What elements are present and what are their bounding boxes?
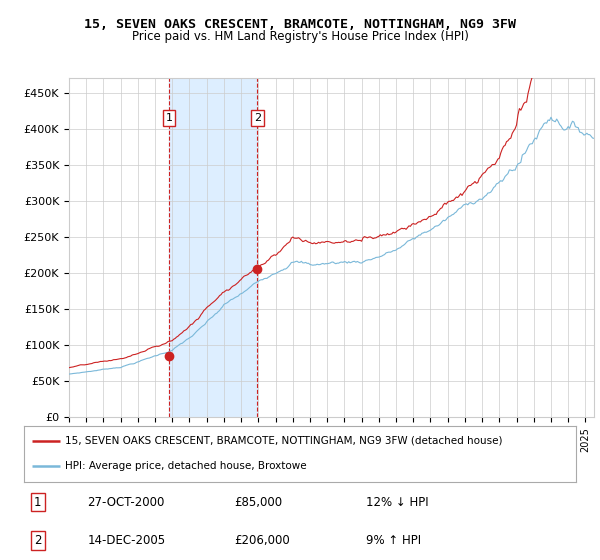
Text: 12% ↓ HPI: 12% ↓ HPI (366, 496, 429, 508)
Text: £206,000: £206,000 (234, 534, 290, 547)
Text: 9% ↑ HPI: 9% ↑ HPI (366, 534, 421, 547)
Text: 14-DEC-2005: 14-DEC-2005 (88, 534, 166, 547)
Text: 15, SEVEN OAKS CRESCENT, BRAMCOTE, NOTTINGHAM, NG9 3FW (detached house): 15, SEVEN OAKS CRESCENT, BRAMCOTE, NOTTI… (65, 436, 503, 446)
Text: 1: 1 (166, 113, 173, 123)
Text: 2: 2 (254, 113, 261, 123)
Text: 2: 2 (34, 534, 41, 547)
Text: 27-OCT-2000: 27-OCT-2000 (88, 496, 165, 508)
Text: £85,000: £85,000 (234, 496, 282, 508)
Bar (169, 78, 257, 417)
Text: 15, SEVEN OAKS CRESCENT, BRAMCOTE, NOTTINGHAM, NG9 3FW: 15, SEVEN OAKS CRESCENT, BRAMCOTE, NOTTI… (84, 18, 516, 31)
Text: Price paid vs. HM Land Registry's House Price Index (HPI): Price paid vs. HM Land Registry's House … (131, 30, 469, 43)
Text: HPI: Average price, detached house, Broxtowe: HPI: Average price, detached house, Brox… (65, 461, 307, 472)
Text: 1: 1 (34, 496, 41, 508)
